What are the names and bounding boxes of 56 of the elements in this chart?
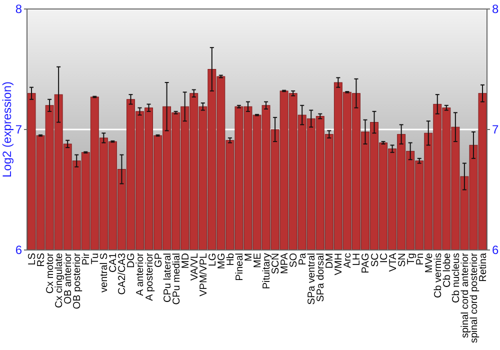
x-tick-label: CA2/CA3 [117,252,128,295]
x-tick-label: GP [153,252,164,268]
x-tick-label: Pa [298,252,309,266]
x-tick-label: SCN [270,253,282,274]
x-tick-label: OB posterior [72,252,84,310]
x-tick-label: ventral S [99,252,110,292]
y-tick-label: 6 [15,243,22,258]
x-tick-label: LS [27,252,38,266]
x-tick-label: CPu medial [171,253,182,305]
x-tick-label: A posterior [144,252,156,301]
y2-tick-label: 6 [492,243,499,258]
x-tick-label: PAG [360,252,372,274]
x-tick-label: Cx cingulate [54,252,66,308]
x-tick-label: LH [352,253,363,266]
x-tick-label: VA/VL [189,252,200,281]
x-tick-label: RS [36,252,48,267]
x-tick-label: Cb vermis [432,253,444,298]
x-tick-label: MPA [280,252,291,274]
x-tick-label: VMH [334,253,345,276]
x-tick-label: Retina [478,252,489,282]
x-tick-label: DG [126,252,138,268]
x-tick-label: Tu [90,253,102,264]
x-tick-label: A anterior [135,252,146,296]
x-tick-label: LG [207,252,218,266]
x-tick-label: OB anterior [63,252,74,304]
x-tick-label: MVe [424,252,435,274]
x-tick-label: Pn [414,253,426,266]
x-tick-label: IC [378,253,390,263]
y2-tick-label: 7 [492,122,499,137]
x-tick-label: Tg [406,253,417,265]
x-tick-label: CA1 [108,252,120,272]
x-tick-label: SN [396,253,408,267]
x-tick-label: Cb nucleus [450,253,462,304]
x-tick-label: VPM/VPL [198,252,210,296]
x-tick-label: MG [216,252,228,270]
x-tick-label: Hb [225,252,236,266]
x-tick-label: spinal cord posterior [468,252,480,344]
x-tick-label: MD [180,253,192,269]
x-tick-label: Pir [81,252,92,266]
x-tick-label: spinal cord anterior [460,252,471,338]
y-tick-label: 8 [15,2,22,16]
x-tick-label: Pituitary [262,253,273,290]
y-axis-title: Log2 (expression) [0,81,14,178]
x-tick-label: DM [324,253,336,269]
x-tick-label: VTA [388,252,399,272]
x-tick-label: SO [288,252,300,268]
x-tick-label: CPu lateral [162,253,174,302]
x-tick-label: M [243,253,254,262]
y-tick-label: 7 [15,122,22,137]
x-tick-label: Cb lobe [442,252,453,288]
x-tick-label: Pineal [234,253,246,281]
x-tick-label: ME [252,252,264,268]
x-tick-label: SC [370,253,381,267]
x-tick-label: SPa dorsal [316,253,327,302]
y2-tick-label: 8 [492,2,499,16]
x-tick-label: Arc [342,253,354,268]
